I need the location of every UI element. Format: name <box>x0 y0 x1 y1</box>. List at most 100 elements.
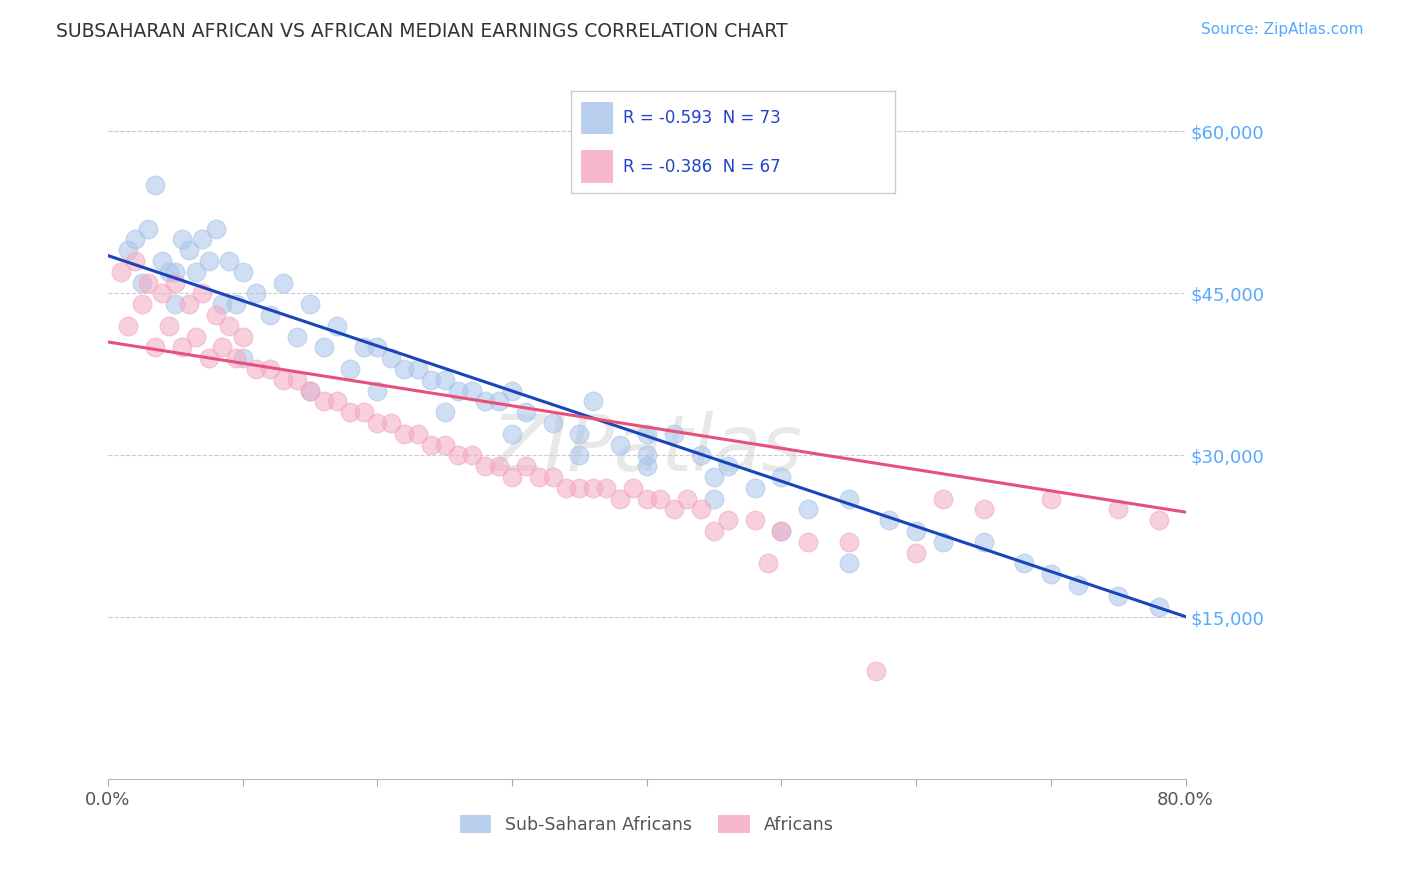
Point <box>474 459 496 474</box>
Point <box>259 308 281 322</box>
Point <box>165 265 187 279</box>
Point <box>299 384 322 398</box>
Point <box>568 426 591 441</box>
Point <box>717 513 740 527</box>
Point <box>143 340 166 354</box>
Point <box>703 491 725 506</box>
Point <box>515 405 537 419</box>
Point <box>339 362 361 376</box>
Point <box>380 416 402 430</box>
Point <box>838 534 860 549</box>
Point <box>460 448 482 462</box>
Point <box>117 318 139 333</box>
Point <box>636 459 658 474</box>
Point <box>138 276 160 290</box>
Point <box>312 340 335 354</box>
Point <box>1039 567 1062 582</box>
Point <box>1039 491 1062 506</box>
Point <box>131 276 153 290</box>
Point <box>232 351 254 366</box>
Point <box>905 545 928 559</box>
Point <box>1012 557 1035 571</box>
Point <box>636 448 658 462</box>
Point <box>877 513 900 527</box>
Point <box>184 329 207 343</box>
Point <box>271 373 294 387</box>
Point <box>568 481 591 495</box>
Point <box>204 308 226 322</box>
Point <box>932 534 955 549</box>
Point <box>380 351 402 366</box>
Point <box>636 426 658 441</box>
Point <box>689 502 711 516</box>
Point <box>198 351 221 366</box>
Point <box>689 448 711 462</box>
Point <box>662 502 685 516</box>
Point <box>797 534 820 549</box>
Text: ZIPatlas: ZIPatlas <box>491 411 803 487</box>
Point <box>932 491 955 506</box>
Point <box>541 470 564 484</box>
Point <box>157 318 180 333</box>
Point <box>717 459 740 474</box>
Point <box>143 178 166 193</box>
Point <box>366 384 388 398</box>
Point <box>1067 578 1090 592</box>
Point <box>770 524 793 538</box>
Point <box>621 481 644 495</box>
Point <box>366 340 388 354</box>
Point <box>245 362 267 376</box>
Point <box>662 426 685 441</box>
Point <box>131 297 153 311</box>
Point <box>568 448 591 462</box>
Point <box>150 254 173 268</box>
Point <box>165 297 187 311</box>
Point <box>420 373 443 387</box>
Point <box>204 221 226 235</box>
Point <box>582 394 605 409</box>
Point <box>225 297 247 311</box>
Point <box>110 265 132 279</box>
Point <box>225 351 247 366</box>
Point <box>299 384 322 398</box>
Point <box>636 491 658 506</box>
Point <box>1107 589 1129 603</box>
Point <box>299 297 322 311</box>
Point <box>211 297 233 311</box>
Point <box>191 286 214 301</box>
Point <box>973 534 995 549</box>
Point <box>117 243 139 257</box>
Point <box>198 254 221 268</box>
Point <box>232 265 254 279</box>
Point <box>770 524 793 538</box>
Point <box>170 232 193 246</box>
Point <box>838 557 860 571</box>
Point <box>184 265 207 279</box>
Point <box>326 394 349 409</box>
Point <box>433 373 456 387</box>
Point <box>501 384 523 398</box>
Point <box>170 340 193 354</box>
Text: Source: ZipAtlas.com: Source: ZipAtlas.com <box>1201 22 1364 37</box>
Point <box>488 459 510 474</box>
Point <box>744 513 766 527</box>
Point <box>474 394 496 409</box>
Point <box>838 491 860 506</box>
Legend: Sub-Saharan Africans, Africans: Sub-Saharan Africans, Africans <box>460 815 834 834</box>
Point <box>595 481 617 495</box>
Point <box>744 481 766 495</box>
Point <box>447 384 470 398</box>
Point <box>353 405 375 419</box>
Point <box>905 524 928 538</box>
Point <box>797 502 820 516</box>
Point <box>433 437 456 451</box>
Point <box>865 665 887 679</box>
Point <box>1147 513 1170 527</box>
Point <box>501 426 523 441</box>
Point <box>218 318 240 333</box>
Point <box>157 265 180 279</box>
Point <box>124 232 146 246</box>
Point <box>366 416 388 430</box>
Point <box>406 362 429 376</box>
Point <box>150 286 173 301</box>
